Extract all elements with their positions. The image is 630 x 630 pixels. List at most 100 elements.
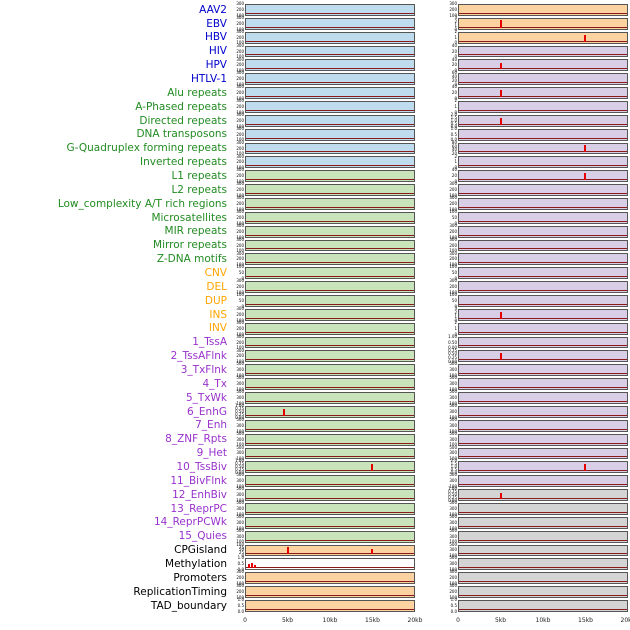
y-axis-tick-labels: 500 300 100 xyxy=(230,514,245,530)
signal-baseline xyxy=(246,179,414,181)
y-tick-label: 0 xyxy=(454,331,457,337)
y-tick-label: 100 xyxy=(236,373,244,379)
signal-baseline xyxy=(246,26,414,28)
track-label: ReplicationTiming xyxy=(133,585,227,598)
track-label: CPGisland xyxy=(174,544,227,557)
y-tick-label: 0.00 xyxy=(448,497,457,503)
y-tick-label: 500 xyxy=(236,500,244,506)
track-row: 4_Tx 500 300 100 500 300 100 xyxy=(0,376,628,391)
column-gap xyxy=(415,363,443,377)
signal-spike xyxy=(254,564,257,569)
y-tick-label: 0.5 xyxy=(237,602,244,608)
y-axis-tick-labels: 500 300 100 xyxy=(230,500,245,517)
y-tick-label: 1 xyxy=(454,103,457,109)
y-axis-tick-labels: 300 200 100 xyxy=(230,167,245,185)
track-label: INV xyxy=(208,322,227,335)
x-tick-label: 0 xyxy=(243,617,247,624)
track-label: DUP xyxy=(204,294,227,307)
y-tick-label: 200 xyxy=(236,339,244,345)
column-gap xyxy=(415,58,443,72)
track-label: HIV xyxy=(208,45,227,58)
y-tick-label: 200 xyxy=(236,242,244,248)
y-tick-label: 300 xyxy=(449,367,457,373)
y-tick-label: 300 xyxy=(236,167,244,173)
y-axis-tick-labels: 500 300 100 xyxy=(230,487,245,503)
y-tick-label: 100 xyxy=(449,580,457,586)
signal-baseline xyxy=(459,96,627,98)
signal-baseline xyxy=(459,165,627,167)
y-tick-label: 200 xyxy=(236,325,244,331)
track-row: HTLV-1 300 200 100 60 40 20 0 xyxy=(0,71,628,87)
track-label: AAV2 xyxy=(199,3,227,16)
signal-baseline xyxy=(246,539,414,541)
signal-baseline xyxy=(459,179,627,181)
signal-baseline xyxy=(246,317,414,319)
y-tick-label: 100 xyxy=(449,400,457,406)
y-tick-label: 100 xyxy=(236,400,244,406)
track-panel xyxy=(458,502,628,515)
y-tick-label: 300 xyxy=(236,306,244,311)
track-panel xyxy=(245,156,415,169)
y-tick-label: 1.00 xyxy=(235,403,244,409)
y-tick-label: 20 xyxy=(451,78,457,84)
signal-baseline xyxy=(246,96,414,98)
track-panel xyxy=(458,489,628,501)
signal-baseline xyxy=(246,442,414,444)
column-gap xyxy=(415,211,443,225)
track-row: 1_TssA 300 200 100 1.00 0.50 0.00 xyxy=(0,334,628,350)
track-panel xyxy=(458,225,628,238)
y-tick-label: 100 xyxy=(236,179,244,185)
track-label: MIR repeats xyxy=(164,225,227,238)
track-panel xyxy=(245,281,415,294)
y-tick-label: 200 xyxy=(449,200,457,206)
signal-baseline xyxy=(246,262,414,264)
y-axis-tick-labels: 1.0 0.5 0.0 xyxy=(230,598,245,614)
signal-baseline xyxy=(246,290,414,292)
y-tick-label: 200 xyxy=(236,103,244,109)
signal-spike xyxy=(500,352,502,361)
track-panel xyxy=(245,558,415,571)
y-tick-label: 100 xyxy=(449,292,457,298)
y-tick-label: 300 xyxy=(236,208,244,214)
track-panel xyxy=(245,336,415,349)
y-tick-label: 300 xyxy=(236,569,244,575)
y-tick-label: 100 xyxy=(236,137,244,143)
y-tick-label: 100 xyxy=(236,317,244,323)
y-tick-label: 100 xyxy=(236,428,244,434)
y-tick-label: 300 xyxy=(236,195,244,201)
track-label: TAD_boundary xyxy=(150,599,227,612)
y-tick-label: 0.50 xyxy=(235,408,244,414)
y-tick-label: 0 xyxy=(454,303,457,309)
x-tick-label: 15kb xyxy=(365,617,380,624)
y-axis-tick-labels: 500 300 100 xyxy=(443,542,458,558)
y-axis-tick-labels: 1.00 0.75 0.50 0.25 0.00 xyxy=(230,403,245,420)
signal-baseline xyxy=(246,497,414,499)
y-tick-label: 0.0 xyxy=(237,608,244,614)
y-tick-label: 1.0 xyxy=(450,125,457,131)
column-gap xyxy=(415,308,443,322)
signal-baseline xyxy=(246,248,414,250)
y-tick-label: 200 xyxy=(236,214,244,220)
column-gap xyxy=(415,183,443,197)
column-gap xyxy=(415,142,443,156)
y-tick-label: 100 xyxy=(236,68,244,74)
x-tick-label: 20kb xyxy=(620,617,630,624)
track-panel xyxy=(458,530,628,543)
track-panel xyxy=(458,461,628,474)
track-row: L2 repeats 300 200 100 300 200 100 xyxy=(0,182,628,197)
y-tick-label: 0.75 xyxy=(448,489,457,495)
y-tick-label: 40 xyxy=(451,84,457,90)
y-tick-label: 100 xyxy=(236,511,244,517)
y-tick-label: 100 xyxy=(449,373,457,379)
signal-baseline xyxy=(246,137,414,139)
track-label: G-Quadruplex forming repeats xyxy=(66,142,227,155)
track-label: 14_ReprPCWk xyxy=(153,516,227,529)
signal-baseline xyxy=(246,331,414,333)
y-axis-tick-labels: 300 200 100 xyxy=(230,223,245,239)
y-axis-tick-labels: 300 200 100 xyxy=(443,237,458,253)
y-tick-label: 1.0 xyxy=(450,464,457,470)
signal-baseline xyxy=(459,567,627,569)
track-panel xyxy=(245,599,415,612)
y-tick-label: 200 xyxy=(236,589,244,595)
y-tick-label: 100 xyxy=(236,220,244,226)
